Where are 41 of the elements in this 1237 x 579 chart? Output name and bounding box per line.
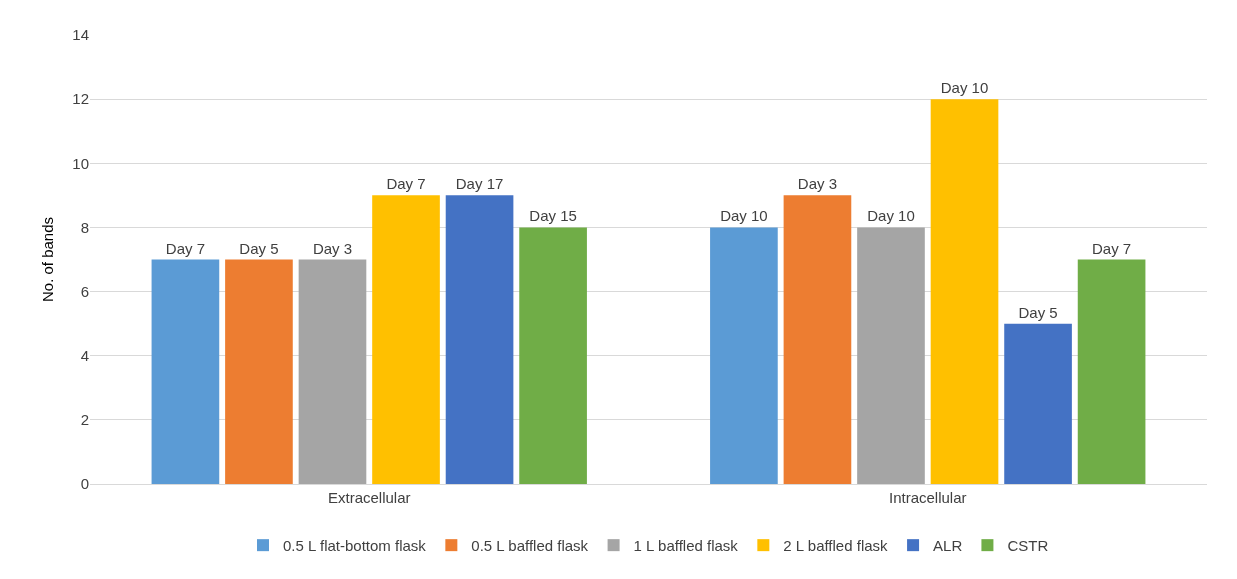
legend-label: 0.5 L flat-bottom flask	[283, 537, 427, 554]
bar	[445, 195, 514, 484]
data-label: Day 17	[455, 175, 504, 193]
bar	[1004, 323, 1072, 484]
data-label: Day 10	[867, 207, 915, 225]
bar	[372, 195, 440, 484]
data-label: Day 3	[797, 175, 838, 193]
data-label: Day 15	[529, 207, 577, 225]
legend-label: 1 L baffled flask	[633, 537, 739, 554]
y-tick-label: 2	[80, 411, 89, 429]
y-axis-title: No. of bands	[38, 216, 56, 303]
data-label: Day 5	[1018, 303, 1058, 321]
legend-label: ALR	[933, 537, 963, 554]
x-tick-label: Extracellular	[327, 489, 411, 506]
y-tick-label: 8	[80, 218, 89, 236]
data-label: Day 7	[1092, 239, 1132, 257]
y-tick-label: 12	[72, 90, 89, 108]
bar	[298, 259, 367, 484]
bar	[857, 227, 925, 484]
bar	[930, 99, 999, 484]
y-tick-label: 14	[72, 26, 89, 44]
legend-label: 0.5 L baffled flask	[471, 537, 589, 554]
y-tick-label: 4	[80, 346, 89, 364]
data-label: Day 5	[239, 239, 279, 257]
legend-label: CSTR	[1007, 537, 1049, 554]
data-label: Day 7	[165, 239, 205, 257]
data-label: Day 10	[940, 79, 989, 97]
y-tick-label: 6	[80, 282, 89, 300]
bar	[1077, 259, 1146, 484]
bar	[519, 227, 587, 484]
legend-label: 2 L baffled flask	[783, 537, 889, 554]
data-label: Day 3	[312, 239, 353, 257]
bar	[225, 259, 293, 484]
data-label: Day 7	[386, 175, 426, 193]
y-tick-label: 0	[80, 475, 89, 493]
x-tick-label: Intracellular	[888, 489, 967, 506]
bar	[151, 259, 220, 484]
bar	[710, 227, 778, 484]
y-tick-label: 10	[72, 154, 89, 172]
bar	[783, 195, 852, 484]
data-label: Day 10	[720, 207, 768, 225]
